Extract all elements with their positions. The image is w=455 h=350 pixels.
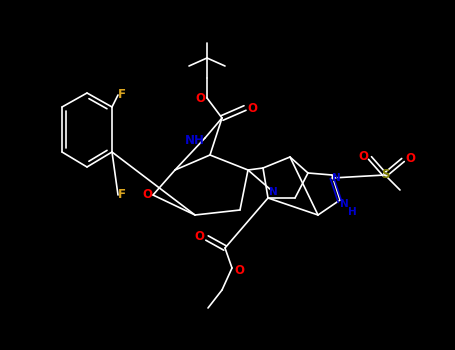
Text: O: O — [247, 102, 257, 114]
Text: N: N — [332, 173, 340, 183]
Text: O: O — [142, 189, 152, 202]
Text: N: N — [268, 187, 278, 197]
Text: F: F — [118, 89, 126, 101]
Text: S: S — [381, 168, 389, 182]
Text: O: O — [405, 152, 415, 164]
Text: N: N — [339, 199, 349, 209]
Text: O: O — [194, 230, 204, 243]
Text: NH: NH — [185, 134, 205, 147]
Text: F: F — [118, 189, 126, 202]
Text: H: H — [348, 207, 356, 217]
Text: O: O — [195, 91, 205, 105]
Text: O: O — [234, 264, 244, 276]
Text: O: O — [358, 149, 368, 162]
